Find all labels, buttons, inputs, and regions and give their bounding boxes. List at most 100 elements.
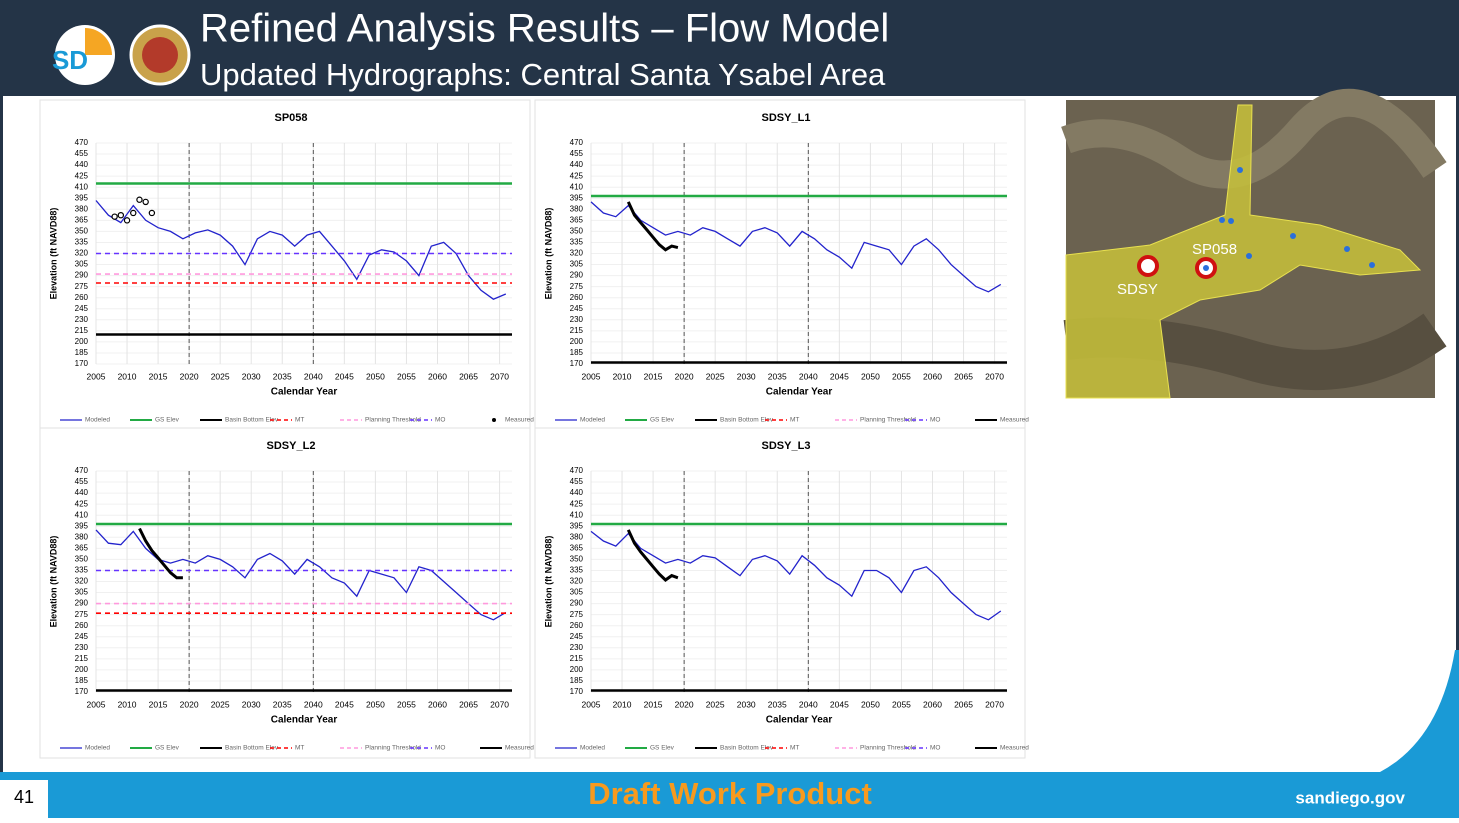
y-tick-label: 350 [570, 227, 584, 236]
x-tick-label: 2055 [397, 699, 416, 709]
x-tick-label: 2005 [87, 699, 106, 709]
y-tick-label: 275 [75, 610, 89, 619]
map-ridge [1061, 88, 1447, 189]
legend-label: MT [295, 745, 304, 752]
y-tick-label: 320 [570, 577, 584, 586]
y-tick-label: 320 [75, 249, 89, 258]
x-tick-label: 2050 [861, 371, 880, 381]
y-tick-label: 290 [75, 271, 89, 280]
y-tick-label: 170 [75, 687, 89, 696]
legend-label: MO [435, 417, 445, 424]
x-tick-label: 2070 [490, 699, 509, 709]
x-tick-label: 2005 [582, 371, 601, 381]
chart: SDSY_L1 Elevation (ft NAVD88) Calendar Yea… [534, 99, 1029, 431]
y-tick-label: 455 [75, 149, 89, 158]
legend-label: MT [295, 417, 304, 424]
x-tick-label: 2040 [304, 371, 323, 381]
y-tick-label: 440 [75, 160, 89, 169]
basin-area [1065, 104, 1422, 399]
y-tick-label: 320 [570, 249, 584, 258]
y-tick-label: 290 [570, 271, 584, 280]
x-tick-label: 2070 [490, 371, 509, 381]
x-tick-label: 2040 [799, 699, 818, 709]
series-line [95, 529, 507, 621]
legend-label: Modeled [580, 745, 605, 752]
y-tick-label: 440 [75, 488, 89, 497]
y-tick-label: 455 [570, 477, 584, 486]
y-tick-label: 395 [570, 521, 584, 530]
y-tick-label: 350 [75, 555, 89, 564]
y-tick-label: 230 [570, 315, 584, 324]
y-tick-label: 425 [570, 499, 584, 508]
y-tick-label: 350 [75, 227, 89, 236]
y-tick-label: 320 [75, 577, 89, 586]
legend-swatch [492, 418, 496, 422]
x-tick-label: 2020 [180, 371, 199, 381]
well [1344, 246, 1350, 252]
y-tick-label: 410 [570, 182, 584, 191]
x-tick-label: 2065 [954, 699, 973, 709]
y-tick-label: 200 [570, 337, 584, 346]
legend-label: GS Elev [650, 745, 675, 752]
measured-point [142, 198, 149, 206]
y-tick-label: 365 [75, 215, 89, 224]
x-tick-label: 2070 [985, 699, 1004, 709]
measured-point [123, 217, 131, 224]
page-box [0, 780, 48, 818]
x-tick-label: 2010 [613, 371, 632, 381]
well [1237, 167, 1243, 173]
y-tick-label: 335 [75, 238, 89, 247]
y-tick-label: 470 [75, 466, 89, 475]
y-tick-label: 200 [570, 665, 584, 674]
footer-band [0, 772, 1459, 818]
y-tick-label: 230 [75, 315, 89, 324]
legend-label: Basin Bottom Elev [720, 745, 774, 752]
y-tick-label: 455 [75, 477, 89, 486]
x-tick-label: 2050 [366, 371, 385, 381]
legend-label: Basin Bottom Elev [720, 417, 774, 424]
x-tick-label: 2030 [737, 371, 756, 381]
y-tick-label: 170 [570, 359, 584, 368]
chart-title: SDSY_L2 [267, 440, 316, 452]
x-tick-label: 2045 [830, 371, 849, 381]
y-tick-label: 305 [75, 260, 89, 269]
x-tick-label: 2065 [459, 371, 478, 381]
footer-swoosh [1380, 650, 1459, 772]
seal-inner [142, 37, 178, 73]
series-line [590, 530, 1002, 621]
x-tick-label: 2040 [799, 371, 818, 381]
y-tick-label: 245 [75, 304, 89, 313]
x-tick-label: 2045 [335, 371, 354, 381]
x-tick-label: 2005 [582, 699, 601, 709]
measured-point [111, 213, 118, 220]
x-tick-label: 2060 [428, 699, 447, 709]
x-tick-label: 2035 [768, 371, 787, 381]
x-tick-label: 2040 [304, 699, 323, 709]
legend-label: GS Elev [155, 417, 180, 424]
x-axis-label: Calendar Year [271, 387, 338, 398]
legend-label: Planning Threshold [365, 745, 421, 752]
y-tick-label: 185 [570, 348, 584, 357]
y-tick-label: 275 [75, 282, 89, 291]
legend-label: MT [790, 417, 799, 424]
x-tick-label: 2020 [675, 371, 694, 381]
measured-point [148, 209, 156, 217]
y-tick-label: 335 [570, 566, 584, 575]
legend-label: MO [930, 417, 940, 424]
series-line [138, 527, 183, 580]
y-tick-label: 230 [75, 643, 89, 652]
x-tick-label: 2010 [118, 699, 137, 709]
y-tick-label: 425 [75, 499, 89, 508]
legend-label: GS Elev [155, 745, 180, 752]
y-tick-label: 335 [75, 566, 89, 575]
well [1228, 218, 1234, 224]
y-tick-label: 365 [570, 543, 584, 552]
x-tick-label: 2005 [87, 371, 106, 381]
legend-label: Modeled [85, 417, 110, 424]
y-tick-label: 380 [570, 204, 584, 213]
legend-label: GS Elev [650, 417, 675, 424]
y-tick-label: 215 [570, 654, 584, 663]
well [1219, 217, 1225, 223]
y-tick-label: 365 [75, 543, 89, 552]
